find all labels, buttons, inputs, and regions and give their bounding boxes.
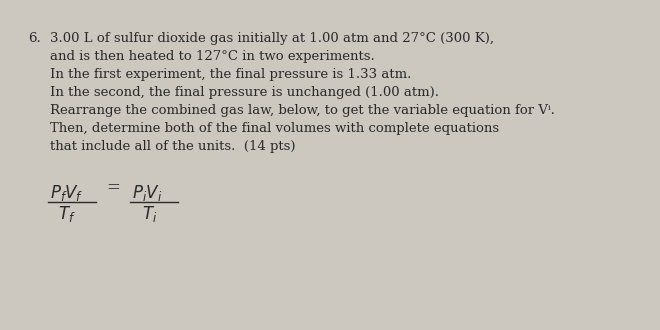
Text: and is then heated to 127°C in two experiments.: and is then heated to 127°C in two exper…: [50, 50, 375, 63]
Text: 3.00 L of sulfur dioxide gas initially at 1.00 atm and 27°C (300 K),: 3.00 L of sulfur dioxide gas initially a…: [50, 32, 494, 45]
Text: $T_i$: $T_i$: [142, 204, 157, 224]
Text: In the first experiment, the final pressure is 1.33 atm.: In the first experiment, the final press…: [50, 68, 411, 81]
Text: In the second, the final pressure is unchanged (1.00 atm).: In the second, the final pressure is unc…: [50, 86, 439, 99]
Text: Rearrange the combined gas law, below, to get the variable equation for Vⁱ.: Rearrange the combined gas law, below, t…: [50, 104, 555, 117]
Text: $P_fV_f$: $P_fV_f$: [50, 183, 84, 203]
Text: Then, determine both of the final volumes with complete equations: Then, determine both of the final volume…: [50, 122, 499, 135]
Text: $T_f$: $T_f$: [58, 204, 76, 224]
Text: $P_iV_i$: $P_iV_i$: [132, 183, 162, 203]
Text: 6.: 6.: [28, 32, 41, 45]
Text: that include all of the units.  (14 pts): that include all of the units. (14 pts): [50, 140, 296, 153]
Text: =: =: [106, 179, 120, 196]
